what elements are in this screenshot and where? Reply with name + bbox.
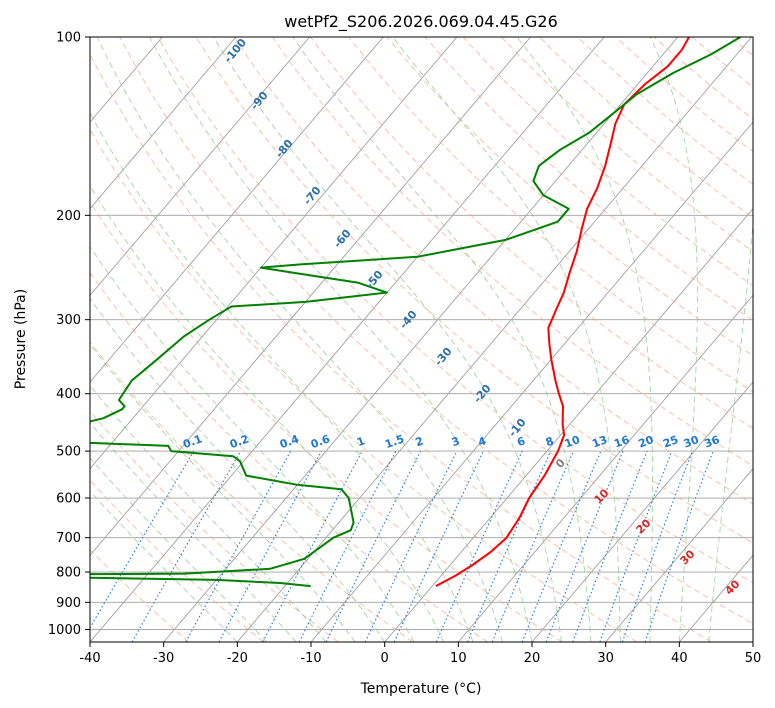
- isotherm-line: [90, 37, 310, 297]
- moist-adiabat-line: [292, 37, 592, 642]
- dewpoint-profile-line: [90, 37, 742, 588]
- x-tick-label: 40: [671, 651, 688, 666]
- moist-adiabat-line: [90, 343, 356, 642]
- mixing-ratio-line: [572, 450, 648, 642]
- moist-adiabat-line: [90, 422, 297, 642]
- mixing-ratio-label: 25: [661, 433, 680, 450]
- moist-adiabat-line: [96, 37, 503, 642]
- isotherm-line: [90, 37, 384, 383]
- dry-adiabat-line: [195, 37, 753, 544]
- mixing-ratio-label: 2: [414, 434, 426, 449]
- mixing-ratio-line: [218, 450, 322, 642]
- y-tick-label: 1000: [48, 623, 81, 638]
- mixing-ratio-line: [185, 450, 292, 642]
- mixing-ratio-label: 30: [682, 433, 701, 451]
- dry-adiabat-line: [90, 548, 190, 642]
- x-tick-label: -40: [79, 651, 100, 666]
- axes: -40 -30 -20 -10 0 10 20 30 40 5010020030040050060…: [48, 31, 761, 667]
- mixing-ratio-label: 10: [563, 433, 582, 451]
- mixing-ratio-label: 0.1: [181, 432, 204, 451]
- y-tick-label: 200: [56, 209, 81, 224]
- y-tick-label: 600: [56, 492, 81, 507]
- moist-adiabat-line: [90, 245, 415, 642]
- dry-adiabat-line: [90, 128, 638, 642]
- x-tick-label: 0: [381, 651, 389, 666]
- x-tick-label: -30: [153, 651, 174, 666]
- moist-adiabat-line: [90, 297, 386, 642]
- y-axis-label: Pressure (hPa): [13, 289, 29, 389]
- y-tick-label: 900: [56, 596, 81, 611]
- mixing-ratio-label: 6: [515, 434, 527, 449]
- x-tick-label: 50: [745, 651, 762, 666]
- isotherm-line: [90, 37, 458, 470]
- isotherm-line: [384, 207, 753, 642]
- y-tick-label: 400: [56, 387, 81, 402]
- x-tick-label: 10: [450, 651, 467, 666]
- plot-frame: [89, 36, 754, 643]
- mixing-ratio-label: 13: [590, 433, 609, 450]
- mixing-ratio-label: 3: [450, 434, 462, 449]
- moist-adiabat-line: [90, 112, 474, 642]
- isotherm-line: [90, 37, 531, 556]
- dry-adiabat-line: [348, 37, 753, 393]
- isotherm-line: [90, 37, 605, 642]
- chart-title: wetPf2_S206.2026.069.04.45.G26: [284, 12, 558, 32]
- y-tick-label: 300: [56, 313, 81, 328]
- dry-adiabat-line: [462, 37, 753, 287]
- moist-adiabat-line: [90, 384, 327, 642]
- x-tick-label: 20: [524, 651, 541, 666]
- x-axis-label: Temperature (°C): [360, 681, 482, 697]
- isotherm-line: [163, 37, 679, 642]
- y-tick-label: 800: [56, 566, 81, 581]
- isotherm-line: [236, 37, 752, 642]
- dry-adiabat-line: [90, 52, 712, 642]
- temperature-profile-line: [435, 37, 690, 587]
- mixing-ratio-label: 36: [703, 433, 722, 451]
- isotherm-line: [90, 37, 237, 210]
- mixing-ratio-label: 4: [476, 434, 488, 449]
- y-tick-label: 100: [56, 31, 81, 46]
- dry-adiabat-line: [90, 479, 264, 642]
- isotherm-line: [531, 381, 753, 642]
- mixing-ratio-line: [644, 450, 714, 642]
- mixing-ratio-label: 0.2: [228, 432, 251, 451]
- dry-adiabat-line: [90, 272, 488, 642]
- mixing-ratio-label: 1.5: [383, 432, 406, 451]
- isotherm-line: [605, 467, 753, 642]
- x-tick-label: -20: [227, 651, 248, 666]
- mixing-ratio-line: [435, 450, 523, 642]
- mixing-ratio-line: [325, 450, 422, 642]
- x-tick-label: 30: [597, 651, 614, 666]
- moist-adiabat-line: [392, 37, 621, 642]
- mixing-ratio-line: [298, 450, 397, 642]
- mixing-ratio-line: [521, 450, 602, 642]
- dry-adiabat-line: [90, 341, 414, 642]
- mixing-ratio-line: [545, 450, 624, 642]
- dry-adiabat-line: [90, 201, 563, 642]
- mixing-ratio-label: 16: [612, 433, 631, 451]
- mixing-ratio-line: [621, 450, 693, 642]
- mixing-ratio-label: 0.4: [278, 432, 301, 451]
- moist-adiabat-line: [516, 37, 653, 642]
- mixing-ratio-label: 0.6: [309, 432, 332, 451]
- dry-adiabat-line: [233, 37, 753, 505]
- dry-adiabat-line: [272, 37, 753, 467]
- mixing-ratio-line: [491, 450, 575, 642]
- dry-adiabat-line: [310, 37, 753, 429]
- moist-adiabat-line: [213, 37, 562, 642]
- y-tick-label: 500: [56, 445, 81, 460]
- moist-adiabat-line: [708, 217, 753, 642]
- mixing-ratio-label: 1: [355, 434, 367, 449]
- moist-adiabat-line: [149, 37, 533, 642]
- mixing-ratio-label: 20: [637, 433, 656, 451]
- profile-lines: [90, 37, 742, 588]
- x-tick-label: -10: [300, 651, 321, 666]
- mixing-ratio-line: [599, 450, 673, 642]
- mixing-ratio-label: 8: [544, 434, 556, 449]
- moist-adiabat-line: [649, 37, 698, 642]
- y-tick-label: 700: [56, 531, 81, 546]
- moist-adiabat-line: [90, 185, 445, 642]
